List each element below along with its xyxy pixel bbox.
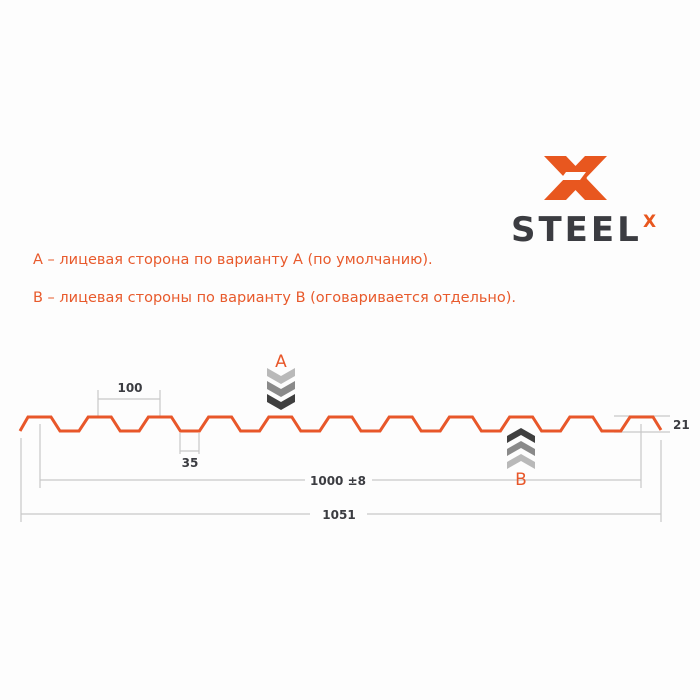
logo-text: STEEL <box>511 210 642 250</box>
side-a-arrow-icon <box>267 368 295 410</box>
useful-width-dimension-line <box>39 424 642 488</box>
dimension-lines <box>20 390 670 522</box>
side-b-label: B <box>515 470 527 490</box>
total-width-dimension-line <box>20 438 662 522</box>
note-side-b: В – лицевая стороны по варианту В (огова… <box>33 290 517 306</box>
side-a-label: A <box>275 352 287 372</box>
bottom-width-dimension-line <box>179 433 200 454</box>
corrugated-profile <box>18 415 663 433</box>
note-side-a: А – лицевая сторона по варианту А (по ум… <box>33 252 433 268</box>
logo-superscript: X <box>643 212 657 232</box>
useful-width-label: 1000 ±8 <box>310 474 366 488</box>
side-b-arrow-icon <box>507 428 535 469</box>
pitch-dimension-line <box>97 390 161 417</box>
total-width-label: 1051 <box>322 508 355 522</box>
bottom-width-label: 35 <box>182 456 199 470</box>
height-label: 21 <box>673 418 690 432</box>
pitch-label: 100 <box>117 381 142 395</box>
